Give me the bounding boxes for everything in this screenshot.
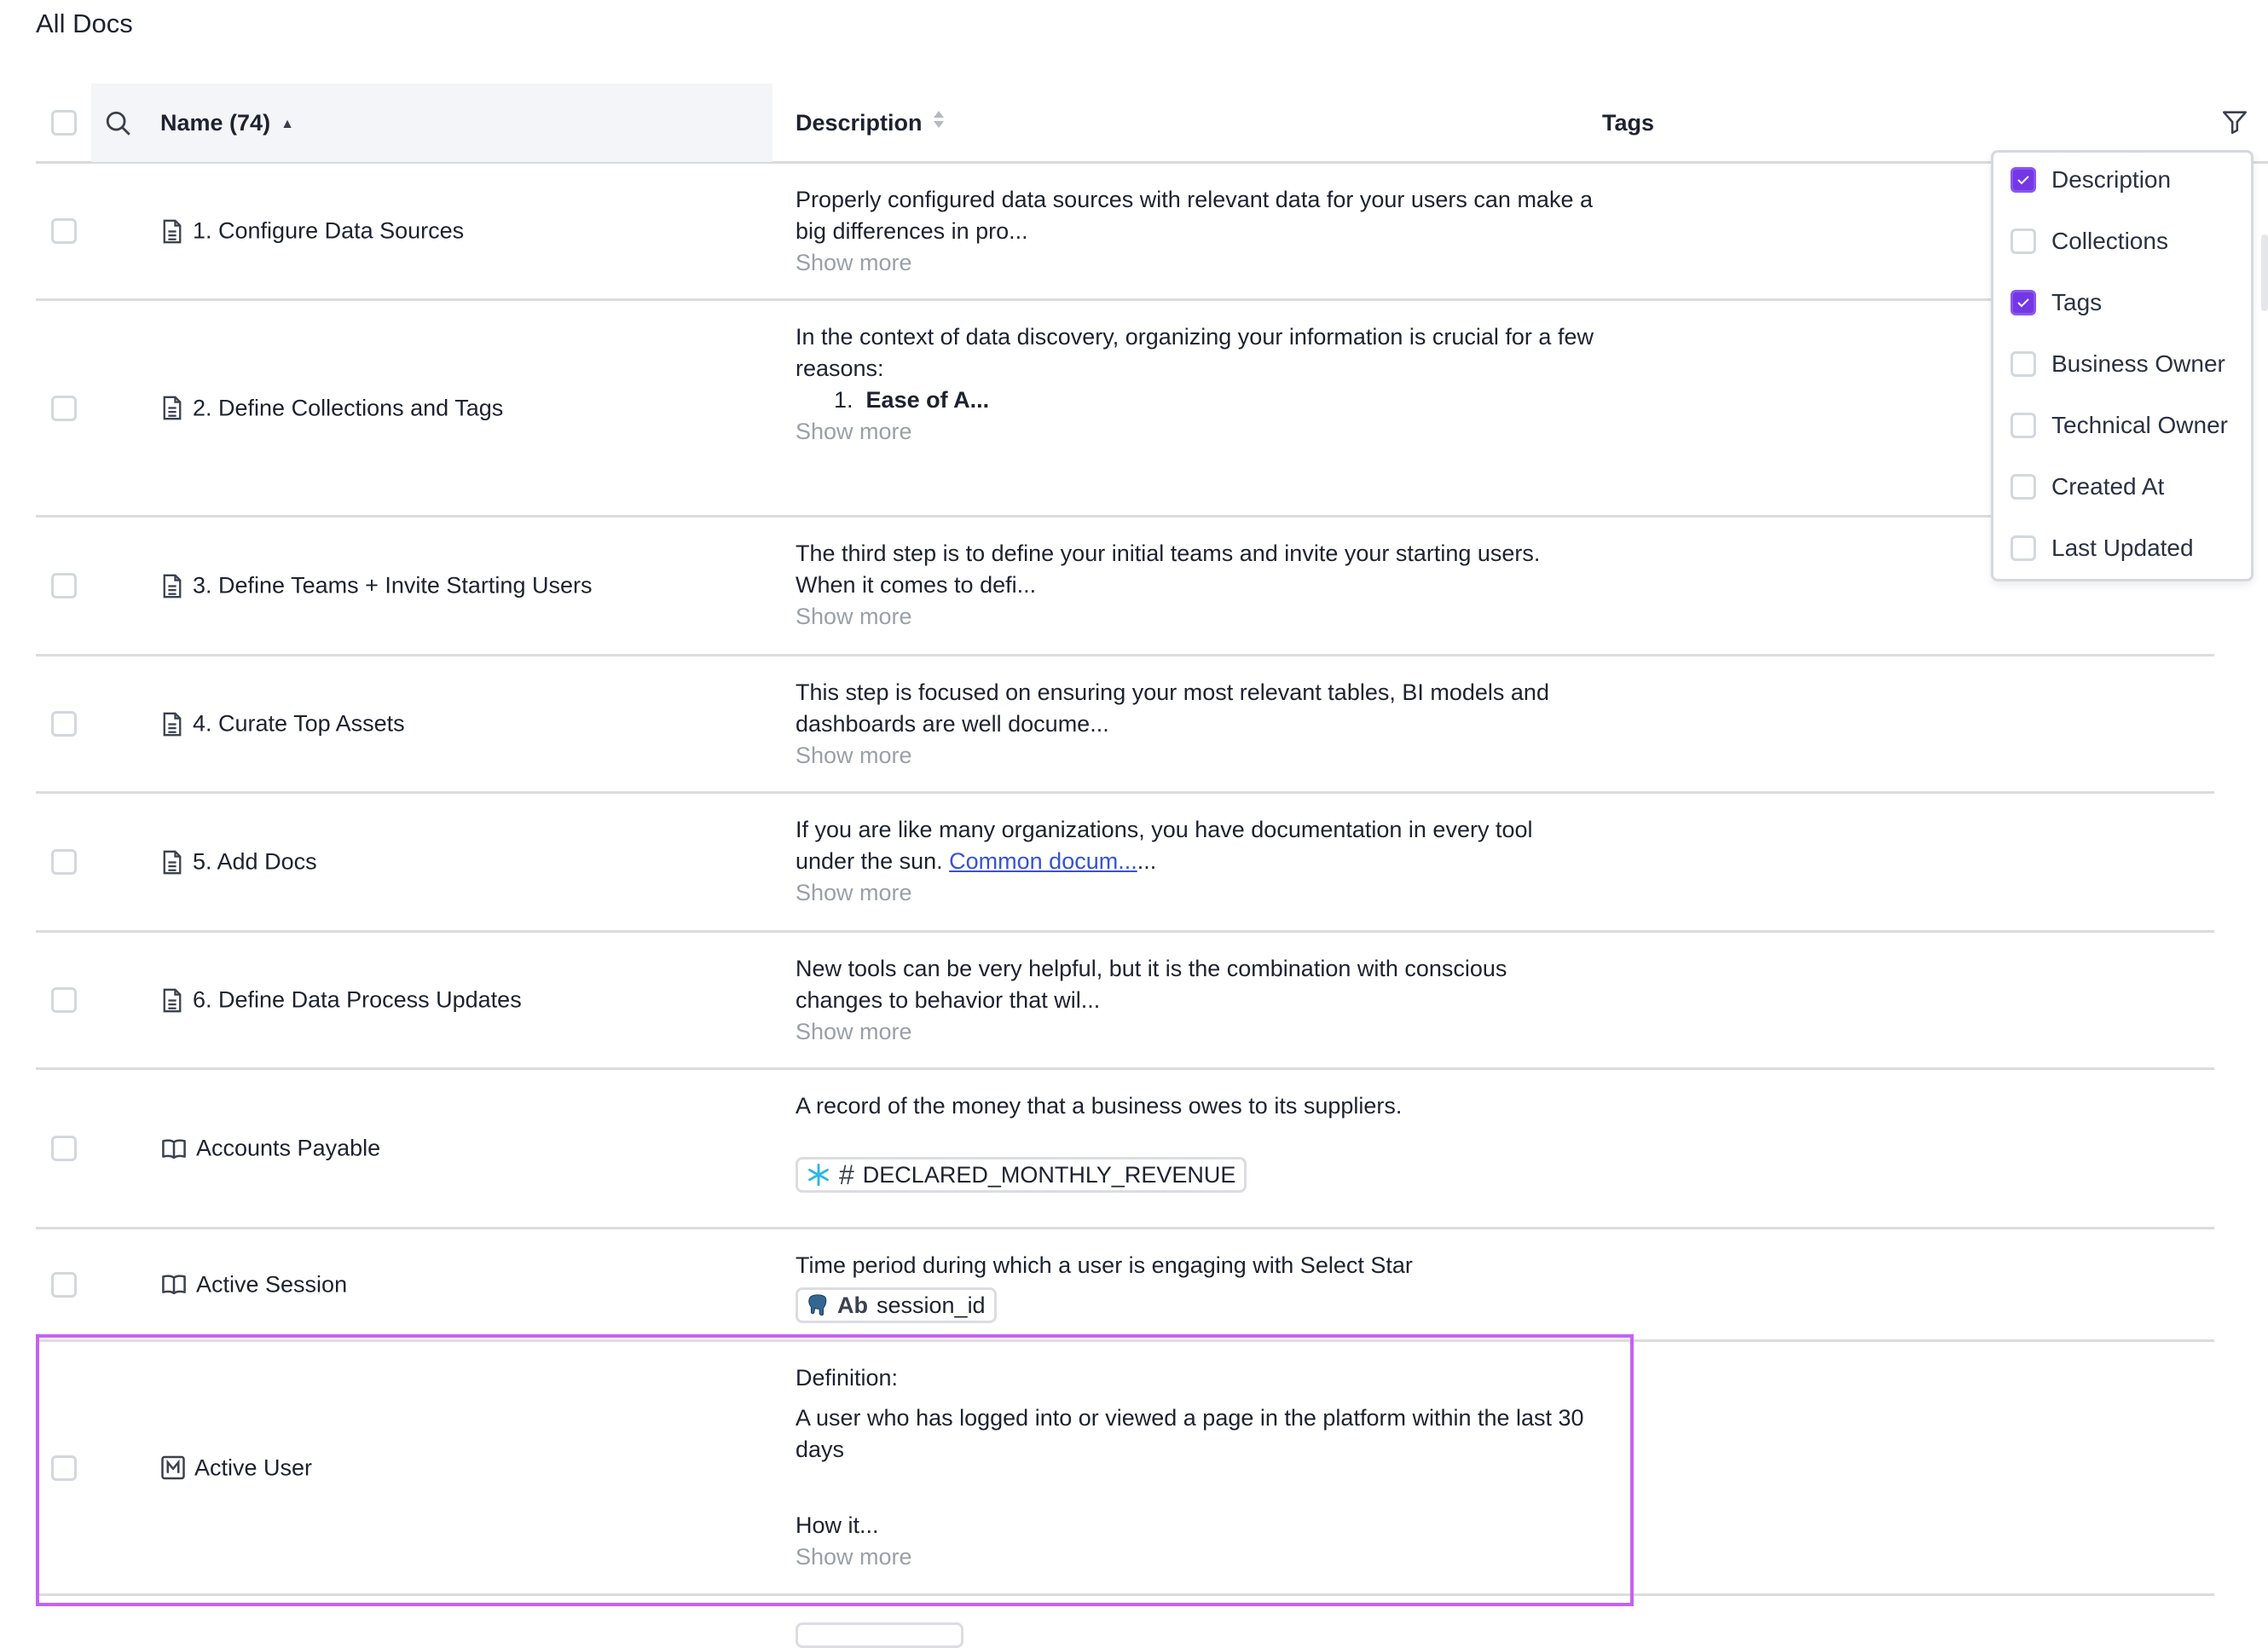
column-checkbox[interactable] xyxy=(2011,290,2036,315)
column-checkbox[interactable] xyxy=(2011,351,2036,377)
row-checkbox[interactable] xyxy=(51,987,77,1013)
row-checkbox[interactable] xyxy=(51,395,77,421)
description-cell: Definition: A user who has logged into or… xyxy=(796,1362,1597,1573)
description-list-item: 1. Ease of A... xyxy=(834,387,990,413)
doc-name-link[interactable]: Active Session xyxy=(160,1271,347,1298)
metric-icon xyxy=(160,1455,186,1481)
table-row: 2. Define Collections and Tags In the co… xyxy=(36,301,2214,518)
linked-column-tag[interactable]: # DECLARED_MONTHLY_REVENUE xyxy=(796,1157,1247,1193)
description-cell: Time period during which a user is engag… xyxy=(796,1250,1597,1326)
description-text: Properly configured data sources with re… xyxy=(796,187,1593,244)
table-row: 5. Add Docs If you are like many organiz… xyxy=(36,794,2214,933)
partial-tag xyxy=(796,1622,963,1648)
doc-name-link[interactable]: 4. Curate Top Assets xyxy=(160,711,405,737)
sort-icon xyxy=(933,111,944,128)
column-toggle-created-at[interactable]: Created At xyxy=(2011,470,2164,504)
description-cell: New tools can be very helpful, but it is… xyxy=(796,953,1597,1048)
show-more-link[interactable]: Show more xyxy=(796,1544,912,1570)
sort-ascending-icon: ▲ xyxy=(281,117,294,131)
column-toggle-last-updated[interactable]: Last Updated xyxy=(2011,531,2194,565)
description-cell: In the context of data discovery, organi… xyxy=(796,321,1597,448)
table-row: 6. Define Data Process Updates New tools… xyxy=(36,933,2214,1070)
description-text: The third step is to define your initial… xyxy=(796,541,1541,598)
postgres-elephant-icon xyxy=(807,1293,829,1317)
column-toggle-technical-owner[interactable]: Technical Owner xyxy=(2011,408,2228,442)
doc-name-link[interactable]: 5. Add Docs xyxy=(160,849,317,876)
column-checkbox[interactable] xyxy=(2011,167,2036,193)
table-row: Active User Definition: A user who has lo… xyxy=(36,1342,2214,1596)
document-icon xyxy=(160,987,184,1013)
column-checkbox[interactable] xyxy=(2011,474,2036,500)
description-cell: Properly configured data sources with re… xyxy=(796,184,1597,279)
doc-name-link[interactable]: Accounts Payable xyxy=(160,1136,380,1162)
document-icon xyxy=(160,849,184,875)
description-text: New tools can be very helpful, but it is… xyxy=(796,956,1507,1013)
doc-name-link[interactable]: 3. Define Teams + Invite Starting Users xyxy=(160,573,592,599)
column-checkbox[interactable] xyxy=(2011,228,2036,254)
row-checkbox[interactable] xyxy=(51,849,77,875)
tags-column-header: Tags xyxy=(1602,110,1655,136)
row-checkbox[interactable] xyxy=(51,711,77,737)
select-all-checkbox[interactable] xyxy=(51,110,77,136)
column-checkbox[interactable] xyxy=(2011,535,2036,561)
table-row: Active Session Time period during which … xyxy=(36,1229,2214,1342)
description-cell: This step is focused on ensuring your mo… xyxy=(796,677,1597,772)
row-checkbox[interactable] xyxy=(51,1454,77,1481)
book-icon xyxy=(160,1136,188,1160)
document-icon xyxy=(160,711,184,737)
doc-name-link[interactable]: 6. Define Data Process Updates xyxy=(160,987,522,1014)
name-column-header-bg xyxy=(91,84,772,162)
table-row: 1. Configure Data Sources Properly confi… xyxy=(36,164,2214,301)
table-row: 3. Define Teams + Invite Starting Users … xyxy=(36,518,2214,656)
column-visibility-menu: Description Collections Tags Business Owner… xyxy=(1991,150,2254,581)
page-title: All Docs xyxy=(36,9,133,38)
table-row: 4. Curate Top Assets This step is focuse… xyxy=(36,656,2214,794)
column-toggle-tags[interactable]: Tags xyxy=(2011,286,2102,320)
search-icon[interactable] xyxy=(104,109,133,138)
document-icon xyxy=(160,573,184,598)
snowflake-icon xyxy=(807,1163,830,1187)
filter-icon[interactable] xyxy=(2220,107,2249,136)
description-text: If you are like many organizations, you … xyxy=(796,817,1533,874)
description-cell: A record of the money that a business ow… xyxy=(796,1090,1597,1195)
description-text: Definition: xyxy=(796,1365,899,1391)
show-more-link[interactable]: Show more xyxy=(796,250,912,275)
description-cell: If you are like many organizations, you … xyxy=(796,814,1597,909)
description-text: A record of the money that a business ow… xyxy=(796,1093,1403,1119)
column-checkbox[interactable] xyxy=(2011,413,2036,438)
name-column-header[interactable]: Name (74) ▲ xyxy=(160,110,294,136)
linked-column-tag[interactable]: Ab session_id xyxy=(796,1287,997,1323)
show-more-link[interactable]: Show more xyxy=(796,880,912,905)
description-cell: The third step is to define your initial… xyxy=(796,538,1597,633)
description-text: In the context of data discovery, organi… xyxy=(796,324,1594,381)
doc-name-link[interactable]: Active User xyxy=(160,1454,312,1481)
doc-name-link[interactable]: 2. Define Collections and Tags xyxy=(160,395,503,421)
row-checkbox[interactable] xyxy=(51,218,77,244)
description-text: A user who has logged into or viewed a p… xyxy=(796,1405,1584,1462)
row-checkbox[interactable] xyxy=(51,1271,77,1298)
row-checkbox[interactable] xyxy=(51,573,77,598)
column-toggle-description[interactable]: Description xyxy=(2011,163,2171,197)
scrollbar[interactable] xyxy=(2261,234,2268,311)
table-row: Accounts Payable A record of the money t… xyxy=(36,1070,2214,1229)
book-icon xyxy=(160,1273,188,1297)
table-header: Name (74) ▲ Description Tags xyxy=(36,84,2268,164)
row-checkbox[interactable] xyxy=(51,1136,77,1161)
column-type-icon: # xyxy=(839,1159,854,1190)
document-icon xyxy=(160,218,184,244)
description-link[interactable]: Common docum... xyxy=(949,848,1137,874)
column-toggle-collections[interactable]: Collections xyxy=(2011,224,2168,258)
description-text: How it... xyxy=(796,1512,879,1538)
show-more-link[interactable]: Show more xyxy=(796,419,912,444)
show-more-link[interactable]: Show more xyxy=(796,604,912,629)
description-text: This step is focused on ensuring your mo… xyxy=(796,679,1549,737)
description-column-header[interactable]: Description xyxy=(796,107,945,138)
description-text: Time period during which a user is engag… xyxy=(796,1252,1413,1278)
show-more-link[interactable]: Show more xyxy=(796,743,912,768)
column-type-icon: Ab xyxy=(837,1292,868,1318)
column-toggle-business-owner[interactable]: Business Owner xyxy=(2011,347,2225,381)
document-icon xyxy=(160,396,184,421)
show-more-link[interactable]: Show more xyxy=(796,1019,912,1044)
doc-name-link[interactable]: 1. Configure Data Sources xyxy=(160,218,464,245)
